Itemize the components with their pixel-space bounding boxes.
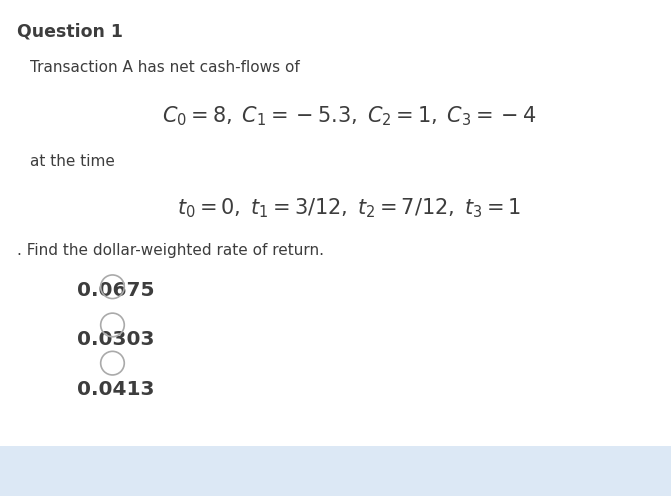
Text: 0.0413: 0.0413 [77, 380, 154, 399]
Text: at the time: at the time [30, 154, 115, 169]
Text: 0.0675: 0.0675 [77, 281, 154, 300]
Text: $t_0 = 0, \; t_1 = 3/12, \; t_2 = 7/12, \; t_3 = 1$: $t_0 = 0, \; t_1 = 3/12, \; t_2 = 7/12, … [176, 196, 521, 220]
Text: $C_0 = 8, \; C_1 = -5.3, \; C_2 = 1, \; C_3 = -4$: $C_0 = 8, \; C_1 = -5.3, \; C_2 = 1, \; … [162, 104, 536, 128]
Text: . Find the dollar-weighted rate of return.: . Find the dollar-weighted rate of retur… [17, 243, 324, 258]
Text: Transaction A has net cash-flows of: Transaction A has net cash-flows of [30, 60, 300, 74]
Text: Question 1: Question 1 [17, 22, 123, 40]
FancyBboxPatch shape [0, 446, 671, 496]
Text: 0.0303: 0.0303 [77, 330, 154, 349]
